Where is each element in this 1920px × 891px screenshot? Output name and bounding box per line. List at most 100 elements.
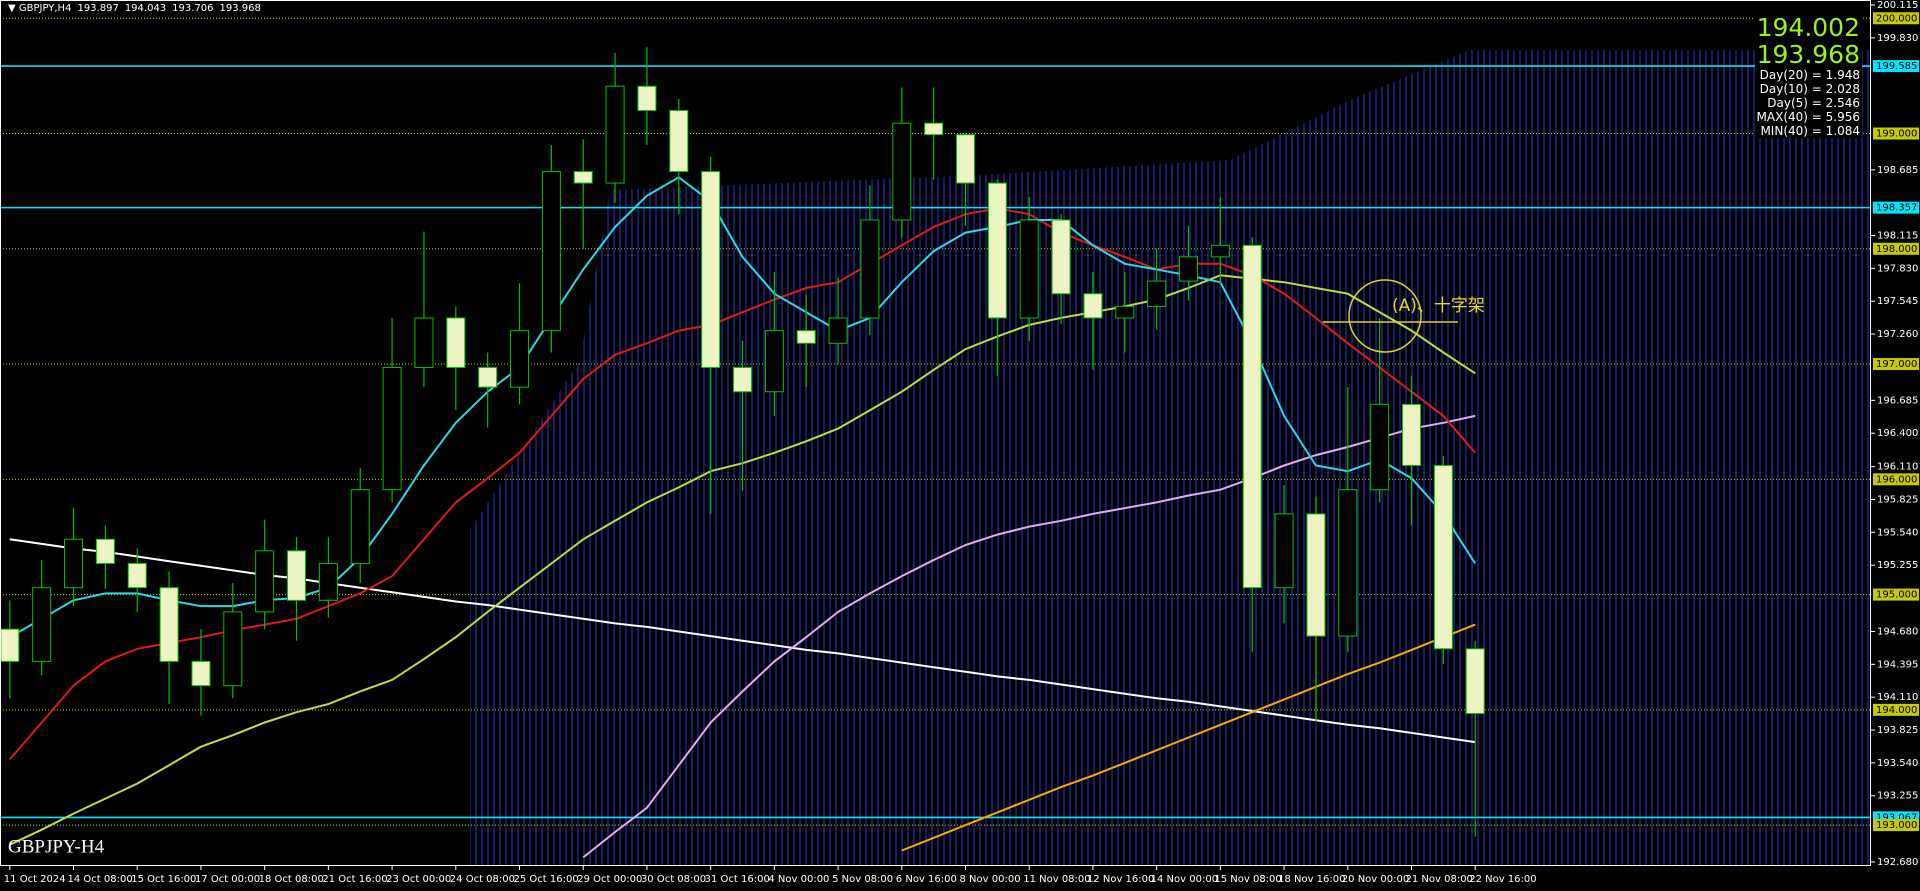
candle-body <box>1083 293 1103 319</box>
x-tick-label: 29 Oct 00:00 <box>577 874 642 885</box>
level-label: 198.000 <box>1876 244 1917 255</box>
candle-body <box>1338 489 1358 637</box>
symbol: GBPJPY,H4 <box>18 3 72 14</box>
level-label-box <box>1873 819 1919 832</box>
stat: Day(10) = 2.028 <box>1759 82 1860 96</box>
x-tick-label: 23 Oct 00:00 <box>386 874 451 885</box>
x-tick-label: 24 Oct 08:00 <box>450 874 515 885</box>
candle-body <box>1242 244 1262 589</box>
x-tick-label: 12 Nov 16:00 <box>1087 874 1154 885</box>
y-tick-label: 196.685 <box>1877 395 1918 406</box>
y-tick-label: 196.400 <box>1877 428 1918 439</box>
candle-body <box>573 171 593 184</box>
candle-body <box>32 587 52 662</box>
x-tick-label: 11 Oct 2024 <box>4 874 66 885</box>
candle-body <box>1115 305 1135 319</box>
level-label-box <box>1873 201 1919 214</box>
bar-low: 193.706 <box>172 3 214 14</box>
ma-line <box>9 207 1476 761</box>
candle-body <box>637 85 657 111</box>
level-label-box <box>1873 703 1919 716</box>
candle-body <box>860 219 880 319</box>
stat: Day(5) = 2.546 <box>1767 96 1860 110</box>
candle-body <box>764 330 784 393</box>
level-label-box <box>1873 358 1919 371</box>
x-tick-label: 18 Nov 16:00 <box>1278 874 1345 885</box>
candle-body <box>318 562 338 601</box>
candle-body <box>510 330 530 388</box>
y-tick-label: 199.830 <box>1877 33 1918 44</box>
x-tick-label: 15 Oct 16:00 <box>131 874 196 885</box>
plot-border <box>0 0 1871 866</box>
candle-body <box>414 317 434 369</box>
x-tick-label: 8 Nov 00:00 <box>960 874 1021 885</box>
candle-body <box>0 628 20 662</box>
candle-body <box>1465 648 1485 715</box>
candle-body <box>987 182 1007 319</box>
candle-body <box>828 317 848 344</box>
candle-body <box>95 538 115 564</box>
y-tick-label: 196.110 <box>1877 462 1918 473</box>
x-tick-label: 18 Oct 08:00 <box>259 874 324 885</box>
x-tick-label: 11 Nov 08:00 <box>1023 874 1090 885</box>
level-label: 198.357 <box>1876 203 1917 214</box>
candle-body <box>1179 256 1199 282</box>
level-label-box <box>1873 12 1919 25</box>
candle-body <box>1210 244 1230 258</box>
candle-body <box>350 489 370 564</box>
level-label-box <box>1873 588 1919 601</box>
x-tick-label: 21 Oct 16:00 <box>322 874 387 885</box>
x-tick-label: 31 Oct 16:00 <box>705 874 770 885</box>
info-panel: 194.002 193.968 Day(20) = 1.948 Day(10) … <box>1754 13 1862 138</box>
level-label-box <box>1873 473 1919 486</box>
ma-line <box>9 538 1476 744</box>
candle-body <box>669 109 689 173</box>
candle-body <box>159 587 179 662</box>
ask-price: 194.002 <box>1756 13 1860 42</box>
x-tick-label: 14 Nov 00:00 <box>1151 874 1218 885</box>
level-label: 199.000 <box>1876 129 1917 140</box>
candle-body <box>733 367 753 393</box>
bid-price: 193.968 <box>1756 40 1860 69</box>
level-label: 193.067 <box>1876 812 1917 823</box>
ma-line <box>582 414 1476 859</box>
ma-line <box>901 623 1476 852</box>
candle-body <box>956 134 976 184</box>
level-label: 197.000 <box>1876 359 1917 370</box>
watermark: GBPJPY-H4 <box>8 836 105 857</box>
y-tick-label: 193.255 <box>1877 791 1918 802</box>
cloud-hatch <box>470 50 1871 866</box>
candle-body <box>287 550 307 601</box>
y-tick-label: 192.680 <box>1877 857 1918 868</box>
header: ▼ GBPJPY,H4 193.897 194.043 193.706 193.968 <box>8 3 261 14</box>
y-tick-label: 194.680 <box>1877 626 1918 637</box>
candle-body <box>382 367 402 491</box>
y-tick-label: 197.830 <box>1877 263 1918 274</box>
candle-body <box>1147 280 1167 307</box>
candle-body <box>1306 513 1326 637</box>
x-tick-label: 5 Nov 08:00 <box>832 874 893 885</box>
stat: Day(20) = 1.948 <box>1759 68 1860 82</box>
candle-body <box>223 611 243 687</box>
candle-body <box>478 367 498 388</box>
x-tick-label: 21 Nov 08:00 <box>1406 874 1473 885</box>
x-tick-label: 6 Nov 16:00 <box>896 874 957 885</box>
bar-high: 194.043 <box>124 3 167 14</box>
y-tick-label: 200.115 <box>1877 0 1918 11</box>
candle-body <box>924 122 944 136</box>
level-label: 193.000 <box>1876 820 1917 831</box>
bar-open: 193.897 <box>77 3 119 14</box>
x-tick-label: 22 Nov 16:00 <box>1469 874 1536 885</box>
x-tick-label: 17 Oct 00:00 <box>195 874 260 885</box>
candle-body <box>255 550 275 613</box>
candle-body <box>892 122 912 221</box>
candle-body <box>1019 219 1039 319</box>
candle-body <box>1370 403 1390 491</box>
stat: MAX(40) = 5.956 <box>1756 110 1860 124</box>
candle-body <box>605 85 625 184</box>
candle-body <box>1433 464 1453 650</box>
x-tick-label: 4 Nov 00:00 <box>768 874 829 885</box>
level-label: 199.585 <box>1876 61 1917 72</box>
